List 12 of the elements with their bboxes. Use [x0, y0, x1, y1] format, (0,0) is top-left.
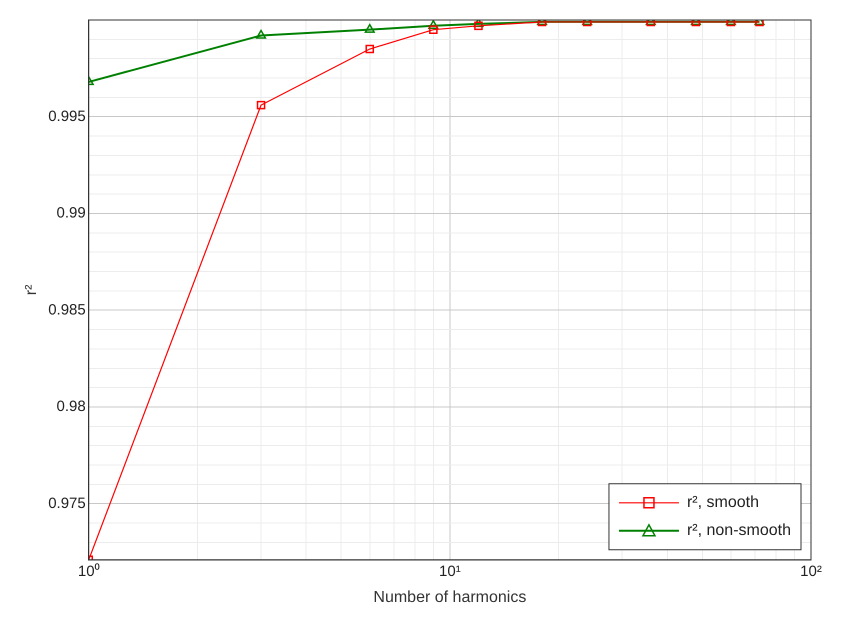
y-tick-label: 0.99 — [56, 204, 86, 222]
legend-label: r², non-smooth — [686, 522, 792, 540]
y-tick-label: 0.995 — [48, 108, 86, 125]
y-tick-label: 0.985 — [48, 301, 86, 318]
x-tick-label: 10² — [800, 562, 822, 580]
y-tick-label: 0.975 — [48, 494, 86, 512]
legend-label: r², smooth — [686, 494, 759, 512]
y-tick-label: 0.98 — [56, 398, 86, 416]
y-axis-title: r² — [23, 284, 40, 296]
x-axis-title: Number of harmonics — [373, 588, 526, 606]
x-tick-label: 10⁰ — [78, 562, 100, 580]
x-tick-label: 10¹ — [439, 562, 461, 580]
